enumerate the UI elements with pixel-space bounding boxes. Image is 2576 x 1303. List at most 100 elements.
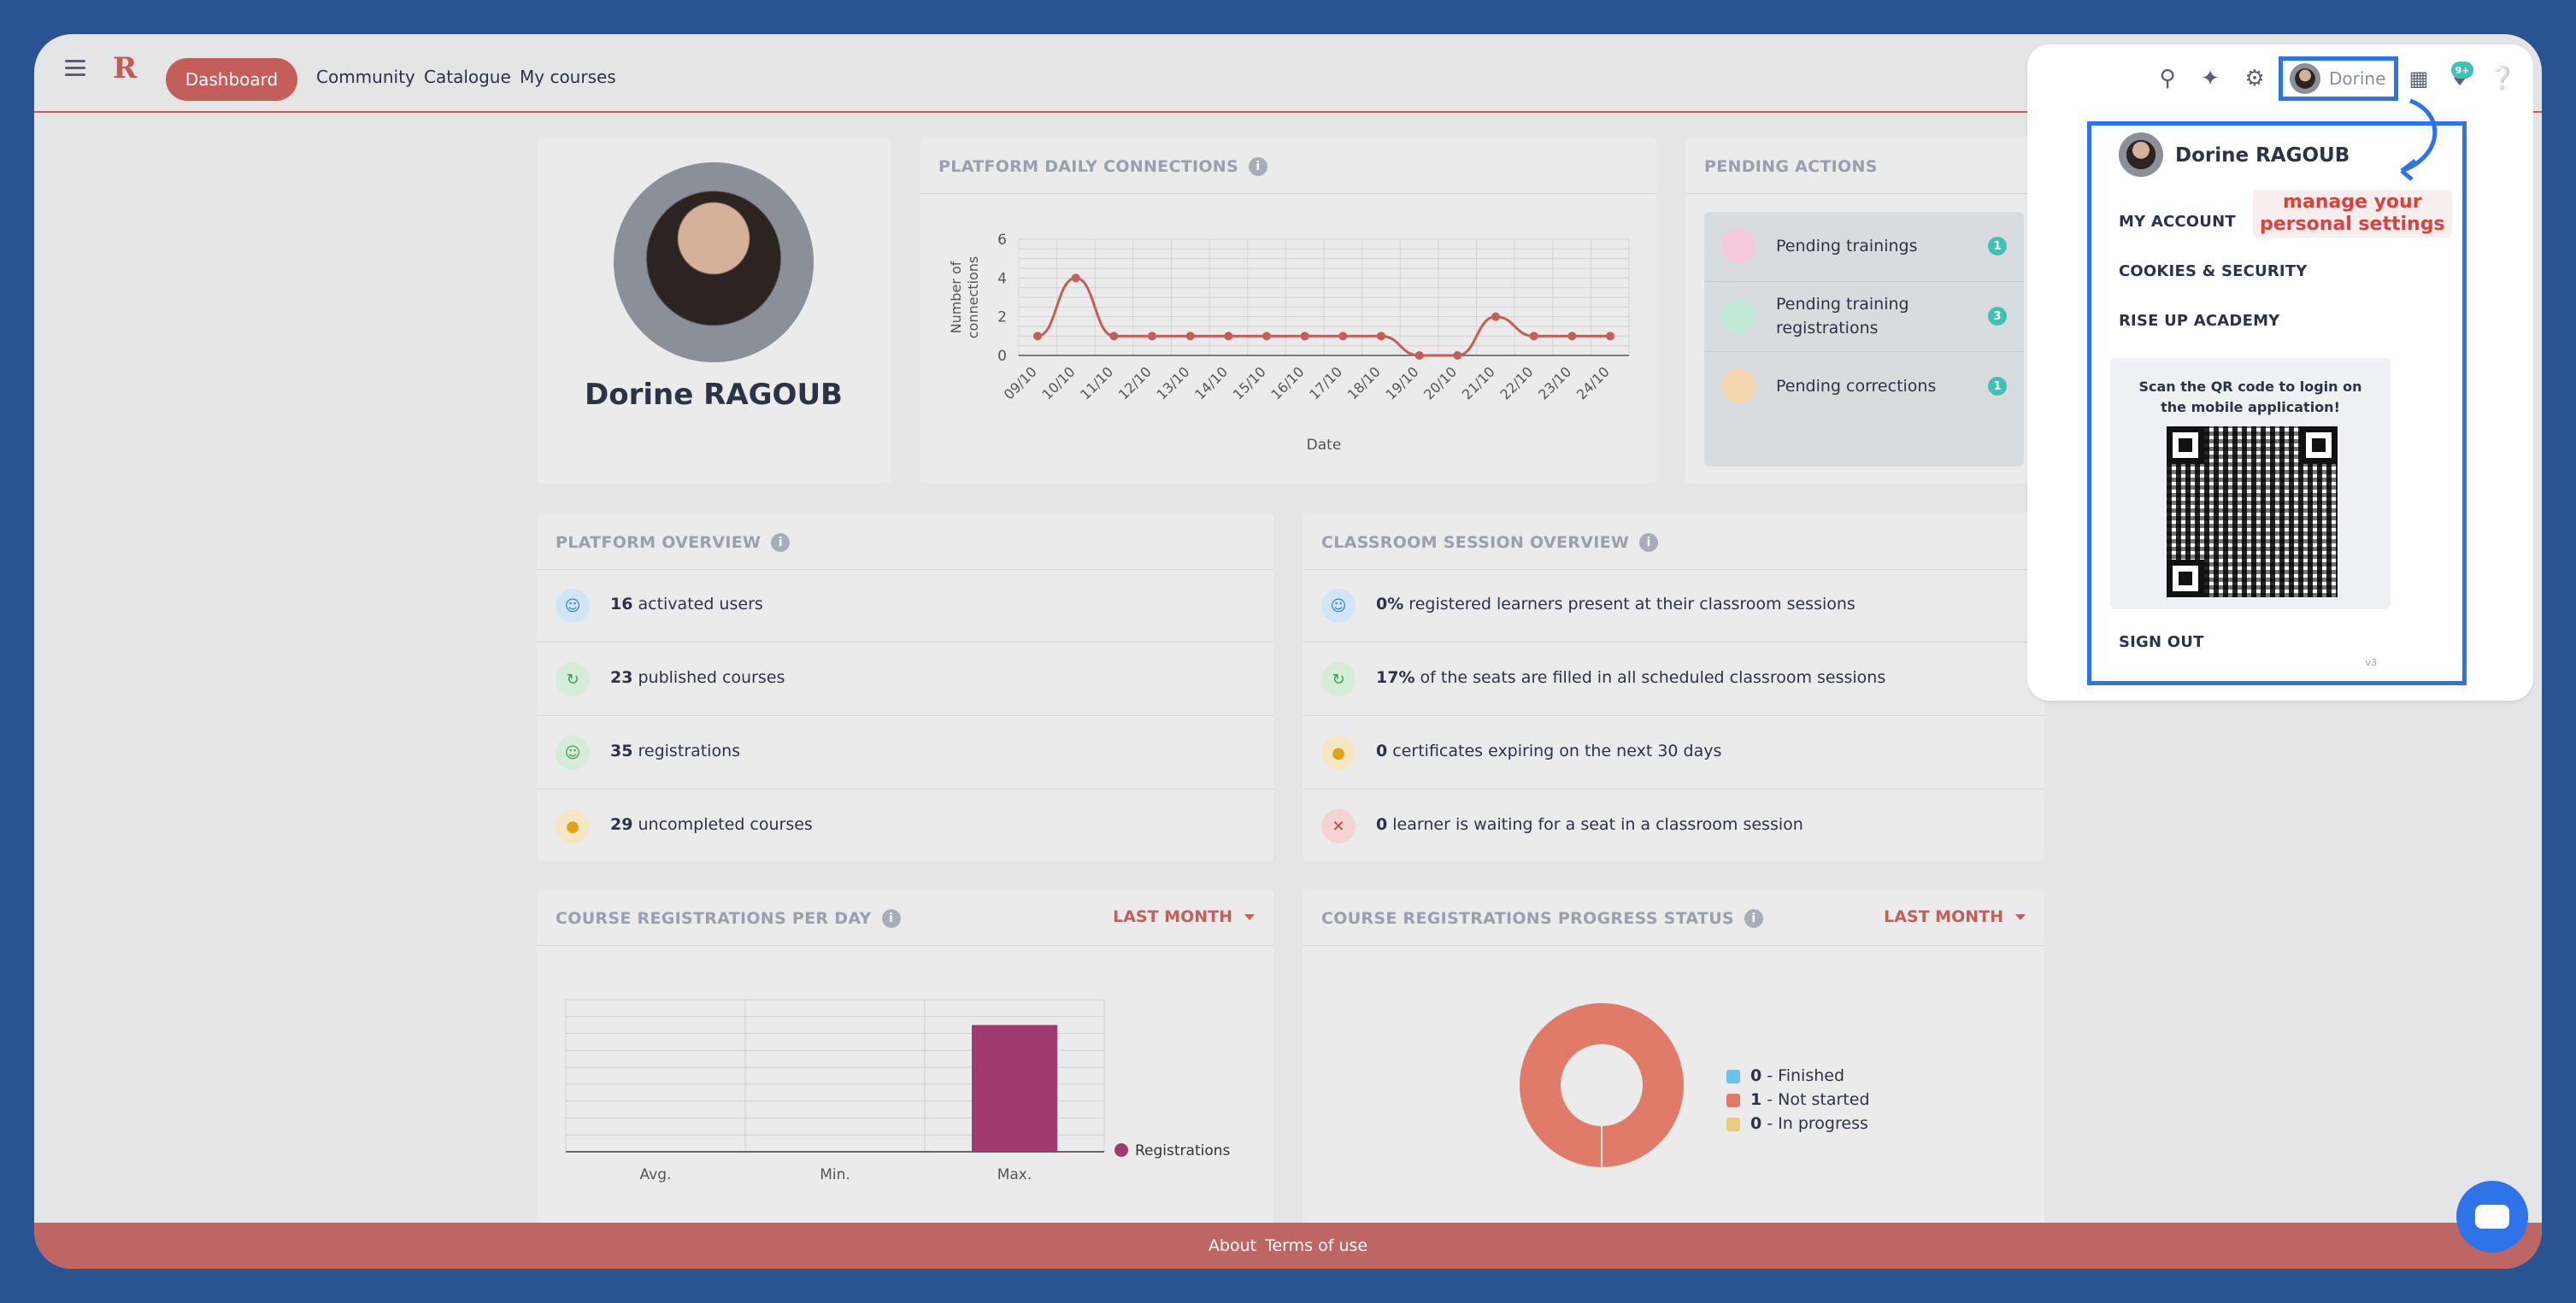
data-point [1491,312,1500,321]
daily-connections-card: PLATFORM DAILY CONNECTIONS i 0 2 4 6 09/10 10… [920,137,1656,484]
avatar [2119,132,2163,177]
rise-up-academy-menu-item[interactable]: RISE UP ACADEMY [2119,312,2280,330]
overview-row: ↻ 17% of the seats are filled in all sch… [1303,643,2044,716]
nav-my-courses-link[interactable]: My courses [520,67,616,87]
info-icon[interactable]: i [1639,533,1659,552]
nav-dashboard-button[interactable]: Dashboard [166,58,297,101]
data-point [1453,351,1462,360]
data-point [1148,332,1156,341]
info-icon[interactable]: i [881,909,901,928]
pending-registrations-row[interactable]: Pending training registrations 3 [1704,282,2024,352]
x-tick-label: 15/10 [1230,363,1269,402]
pending-count-badge: 1 [1988,237,2007,255]
x-tick-label: 22/10 [1497,363,1536,402]
legend-in-progress: 0 - In progress [1726,1114,1868,1133]
chat-button[interactable] [2456,1181,2528,1253]
data-point [1377,332,1385,341]
calendar-icon[interactable]: ▦ [2408,67,2429,91]
x-tick-label: 16/10 [1267,363,1307,402]
profile-card: Dorine RAGOUB [537,137,891,484]
sign-out-menu-item[interactable]: SIGN OUT [2119,633,2204,651]
period-label: LAST MONTH [1884,907,2003,926]
period-label: LAST MONTH [1113,907,1232,926]
cube-icon [1721,299,1756,333]
x-tick-label: 12/10 [1115,363,1155,402]
avatar [2290,63,2320,94]
info-icon[interactable]: i [1744,909,1763,928]
x-axis-label: Date [1307,437,1342,454]
legend-not-started: 1 - Not started [1726,1090,1870,1109]
data-point [1109,332,1119,341]
registrations-per-day-card: COURSE REGISTRATIONS PER DAY i LAST MONT… [537,889,1273,1247]
x-tick-label: Max. [997,1166,1032,1183]
nav-catalogue-link[interactable]: Catalogue [424,67,511,87]
profile-name: Dorine RAGOUB [585,378,843,412]
overview-row: ✕ 0 learner is waiting for a seat in a c… [1303,789,2044,863]
progress-status-card: COURSE REGISTRATIONS PROGRESS STATUS i L… [1303,889,2044,1247]
x-tick-label: 21/10 [1459,363,1498,402]
gear-icon[interactable]: ⚙ [2244,66,2265,91]
card-title: PLATFORM DAILY CONNECTIONS i [938,157,1267,176]
qr-code-section: Scan the QR code to login on the mobile … [2110,358,2391,609]
about-link[interactable]: About [1208,1236,1257,1255]
warning-icon: ● [556,809,590,843]
menu-icon[interactable] [65,60,85,77]
notification-badge: 9+ [2451,62,2473,79]
data-point [1224,332,1233,341]
annotation-callout: manage your personal settings [2253,190,2452,238]
help-icon[interactable]: ❔ [2488,66,2517,91]
overview-text: 0 certificates expiring on the next 30 d… [1376,742,1722,760]
daily-connections-title: PLATFORM DAILY CONNECTIONS [938,157,1238,176]
data-point [1529,332,1538,341]
pending-trainings-row[interactable]: Pending trainings 1 [1704,212,2024,282]
qr-finder [2167,426,2204,464]
pending-actions-list: Pending trainings 1 Pending training reg… [1704,212,2024,467]
overview-row: ☺ 16 activated users [537,569,1273,643]
legend-swatch [1726,1093,1740,1107]
overview-text: 29 uncompleted courses [610,815,813,834]
info-icon[interactable]: i [771,533,791,552]
data-point [1300,332,1309,341]
x-tick-label: Min. [820,1166,850,1183]
app-logo[interactable]: R [113,51,138,85]
x-tick-label: 10/10 [1038,363,1078,402]
data-point [1606,332,1614,341]
classroom-overview-title: CLASSROOM SESSION OVERVIEW [1321,533,1630,552]
qr-code [2167,426,2338,597]
user-icon: ☺ [556,589,590,623]
data-point [1414,351,1424,360]
calendar-icon [1721,229,1756,263]
qr-instructions: Scan the QR code to login on the mobile … [2138,379,2362,415]
card-title: COURSE REGISTRATIONS PER DAY i [556,909,901,928]
my-account-menu-item[interactable]: MY ACCOUNT [2119,213,2236,231]
divider [1685,193,2044,194]
y-axis-label: Number ofconnections [948,256,981,339]
chevron-down-icon [2015,913,2026,920]
legend-swatch [1726,1117,1740,1131]
pending-actions-card: PENDING ACTIONS Pending trainings 1 Pend… [1685,137,2044,484]
legend-swatch [1726,1069,1740,1083]
sparkle-icon[interactable]: ✦ [2201,66,2220,91]
divider [1303,945,2044,946]
nav-community-link[interactable]: Community [316,67,415,87]
x-tick-label: 09/10 [1001,363,1040,402]
pending-label: Pending corrections [1776,377,1937,396]
period-dropdown[interactable]: LAST MONTH [1113,907,1255,926]
user-icon: ☺ [556,736,590,770]
pending-count-badge: 1 [1988,377,2007,396]
x-tick-label: Avg. [640,1166,672,1183]
user-menu-button[interactable]: Dorine [2279,56,2398,101]
pending-corrections-row[interactable]: Pending corrections 1 [1704,352,2024,422]
daily-connections-chart: 024609/1010/1011/1012/1013/1014/1015/101… [948,232,1630,454]
account-menu: Dorine RAGOUB MY ACCOUNT COOKIES & SECUR… [2102,126,2391,681]
info-icon[interactable]: i [1248,157,1267,176]
annotation-line: personal settings [2260,214,2445,235]
period-dropdown[interactable]: LAST MONTH [1884,907,2026,926]
cookies-security-menu-item[interactable]: COOKIES & SECURITY [2119,262,2308,280]
registrations-bar-chart: Avg. Min. Max. Registrations [565,999,1231,1183]
overview-text: 0% registered learners present at their … [1376,595,1856,613]
terms-link[interactable]: Terms of use [1265,1236,1368,1255]
refresh-icon: ↻ [1321,662,1356,696]
annotation-line: manage your [2282,191,2422,213]
search-icon[interactable]: ⚲ [2159,66,2176,91]
